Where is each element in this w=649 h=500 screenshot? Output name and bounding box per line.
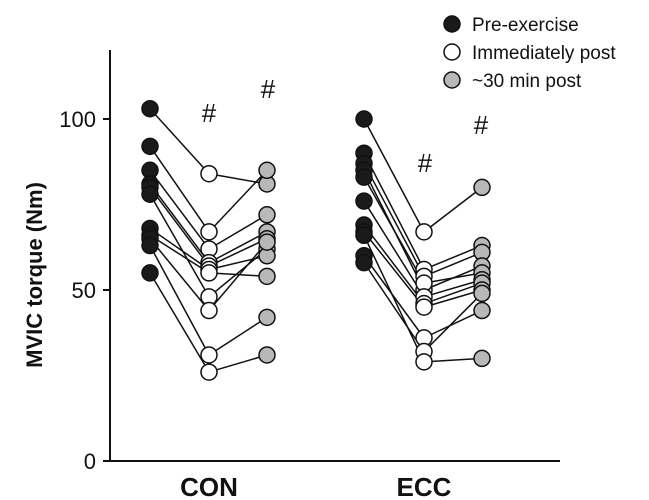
participant-line-con-8-immediate bbox=[208, 272, 268, 278]
data-point-ecc-pre-6 bbox=[355, 192, 373, 210]
participant-line-ecc-7-immediate bbox=[423, 282, 483, 305]
participant-line-con-5-immediate bbox=[208, 238, 268, 267]
data-point-con-immediate-11 bbox=[200, 363, 218, 381]
participant-line-con-7-immediate bbox=[208, 255, 268, 271]
participant-line-con-2-pre bbox=[149, 145, 210, 233]
data-point-con-immediate-9 bbox=[200, 301, 218, 320]
participant-line-con-8-pre bbox=[149, 234, 210, 274]
participant-line-con-2-immediate bbox=[208, 169, 268, 233]
data-point-con-pre-1 bbox=[141, 99, 159, 118]
participant-line-ecc-6-immediate bbox=[423, 279, 483, 298]
participant-line-ecc-8-pre bbox=[363, 231, 425, 308]
legend-marker-pre bbox=[443, 15, 461, 33]
significance-annotations: # # # # bbox=[202, 74, 489, 178]
data-point-con-30min-8 bbox=[258, 267, 276, 286]
participant-line-con-6-pre bbox=[149, 193, 210, 298]
data-point-ecc-pre-11 bbox=[355, 226, 373, 245]
data-point-con-30min-11 bbox=[258, 346, 276, 364]
participant-line-ecc-7-pre bbox=[363, 224, 425, 305]
data-point-con-pre-2 bbox=[141, 137, 159, 156]
participant-line-con-10-immediate bbox=[208, 316, 268, 356]
legend: Pre-exercise Immediately post ~30 min po… bbox=[443, 15, 616, 92]
hash-con-30min: # bbox=[261, 74, 276, 104]
data-point-con-immediate-2 bbox=[200, 223, 218, 241]
y-tick-label-100: 100 bbox=[59, 107, 96, 132]
participant-line-ecc-11-pre bbox=[363, 234, 425, 363]
data-point-con-30min-9 bbox=[258, 233, 276, 251]
participant-line-con-11-immediate bbox=[208, 354, 268, 373]
hash-ecc-immediate: # bbox=[418, 148, 433, 178]
y-axis-title: MVIC torque (Nm) bbox=[22, 182, 47, 368]
participant-lines bbox=[149, 108, 483, 373]
participant-line-con-11-pre bbox=[149, 272, 210, 373]
data-point-con-30min-3 bbox=[258, 206, 276, 224]
participant-line-con-4-immediate bbox=[208, 231, 268, 264]
participant-line-con-10-pre bbox=[149, 245, 210, 356]
data-point-ecc-30min-11 bbox=[473, 349, 491, 368]
hash-con-immediate: # bbox=[202, 98, 217, 128]
legend-label-pre: Pre-exercise bbox=[472, 15, 579, 36]
legend-label-30min: ~30 min post bbox=[472, 71, 582, 92]
data-point-con-30min-10 bbox=[258, 308, 276, 327]
data-point-con-immediate-10 bbox=[200, 346, 218, 364]
participant-line-con-1-immediate bbox=[208, 172, 268, 185]
participant-line-con-3-immediate bbox=[208, 214, 268, 250]
participant-line-ecc-3-pre bbox=[363, 163, 425, 277]
data-point-ecc-30min-9 bbox=[473, 301, 491, 320]
data-point-ecc-30min-1 bbox=[473, 178, 491, 197]
data-point-con-immediate-1 bbox=[200, 164, 218, 183]
data-point-con-immediate-8 bbox=[200, 264, 218, 282]
data-point-ecc-immediate-11 bbox=[415, 353, 433, 371]
data-point-ecc-immediate-1 bbox=[415, 223, 433, 241]
legend-label-immediate: Immediately post bbox=[472, 43, 616, 64]
participant-line-ecc-8-immediate bbox=[423, 289, 483, 308]
data-point-ecc-pre-1 bbox=[355, 110, 373, 128]
participant-line-con-6-immediate bbox=[208, 248, 268, 298]
participant-line-con-3-pre bbox=[149, 169, 210, 250]
participant-line-con-1-pre bbox=[149, 108, 210, 175]
hash-ecc-30min: # bbox=[474, 110, 489, 140]
participant-line-ecc-11-immediate bbox=[423, 357, 483, 363]
participant-line-ecc-5-immediate bbox=[423, 272, 483, 284]
legend-marker-30min bbox=[443, 71, 461, 89]
legend-marker-immediate bbox=[443, 43, 461, 61]
y-axis: 0 50 100 MVIC torque (Nm) bbox=[22, 50, 560, 474]
participant-line-ecc-1-immediate bbox=[423, 186, 483, 233]
participant-line-ecc-1-pre bbox=[363, 118, 425, 233]
data-point-con-30min-2 bbox=[258, 161, 276, 180]
participant-line-ecc-2-pre bbox=[363, 152, 425, 270]
data-point-con-pre-11 bbox=[141, 264, 159, 282]
participant-line-con-9-pre bbox=[149, 238, 210, 311]
data-point-ecc-pre-10 bbox=[355, 253, 373, 272]
data-points bbox=[141, 99, 491, 381]
data-point-ecc-pre-5 bbox=[355, 168, 373, 186]
participant-line-ecc-3-immediate bbox=[423, 251, 483, 278]
x-axis-labels: CON ECC bbox=[180, 472, 452, 500]
participant-line-ecc-10-pre bbox=[363, 262, 425, 352]
data-point-con-pre-10 bbox=[141, 236, 159, 255]
participant-line-ecc-9-immediate bbox=[423, 309, 483, 339]
category-label-con: CON bbox=[180, 472, 238, 500]
participant-line-con-5-pre bbox=[149, 186, 210, 267]
participant-line-con-4-pre bbox=[149, 183, 210, 264]
participant-line-ecc-2-immediate bbox=[423, 244, 483, 271]
data-point-ecc-30min-10 bbox=[473, 284, 491, 303]
y-tick-label-0: 0 bbox=[84, 449, 96, 474]
participant-line-ecc-5-pre bbox=[363, 176, 425, 284]
category-label-ecc: ECC bbox=[397, 472, 452, 500]
data-point-ecc-immediate-8 bbox=[415, 298, 433, 316]
data-point-con-pre-6 bbox=[141, 185, 159, 203]
y-tick-label-50: 50 bbox=[72, 278, 96, 303]
participant-line-ecc-6-pre bbox=[363, 200, 425, 298]
participant-line-con-7-pre bbox=[149, 227, 210, 271]
participant-line-con-9-immediate bbox=[208, 241, 268, 312]
participant-line-ecc-10-immediate bbox=[423, 292, 483, 353]
